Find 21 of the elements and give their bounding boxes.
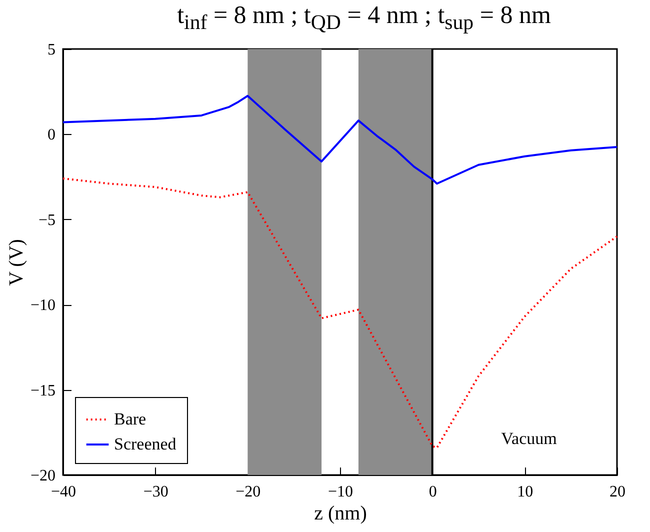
x-tick-label: −20 [236,484,261,500]
y-tick-label: −20 [30,468,56,484]
x-axis-title: z (nm) [314,502,367,524]
y-tick-label: −15 [30,382,56,400]
y-tick-label: 0 [48,126,56,144]
x-tick-label: −10 [328,484,354,500]
annotation: Vacuum [501,429,557,448]
line-series [62,94,618,185]
x-tick-label: 0 [428,484,437,500]
line-series [62,178,618,449]
y-axis-title: V (V) [5,239,28,286]
chart-title: t$_{inf}$ = 8 nm ; t$_{QD}$ = 4 nm ; t$_{sup}$ = 8 nm [176,2,552,35]
legend-label: Bare [114,410,146,428]
x-tick-label: −30 [143,484,168,500]
y-tick-label: −10 [30,297,56,314]
x-tick-label: −40 [50,484,76,500]
x-tick-label: 10 [517,484,534,500]
y-tick-label: −5 [38,212,56,229]
x-tick-label: 20 [610,484,626,500]
y-tick-label: 5 [48,42,56,58]
legend-label: Screened [114,434,177,454]
